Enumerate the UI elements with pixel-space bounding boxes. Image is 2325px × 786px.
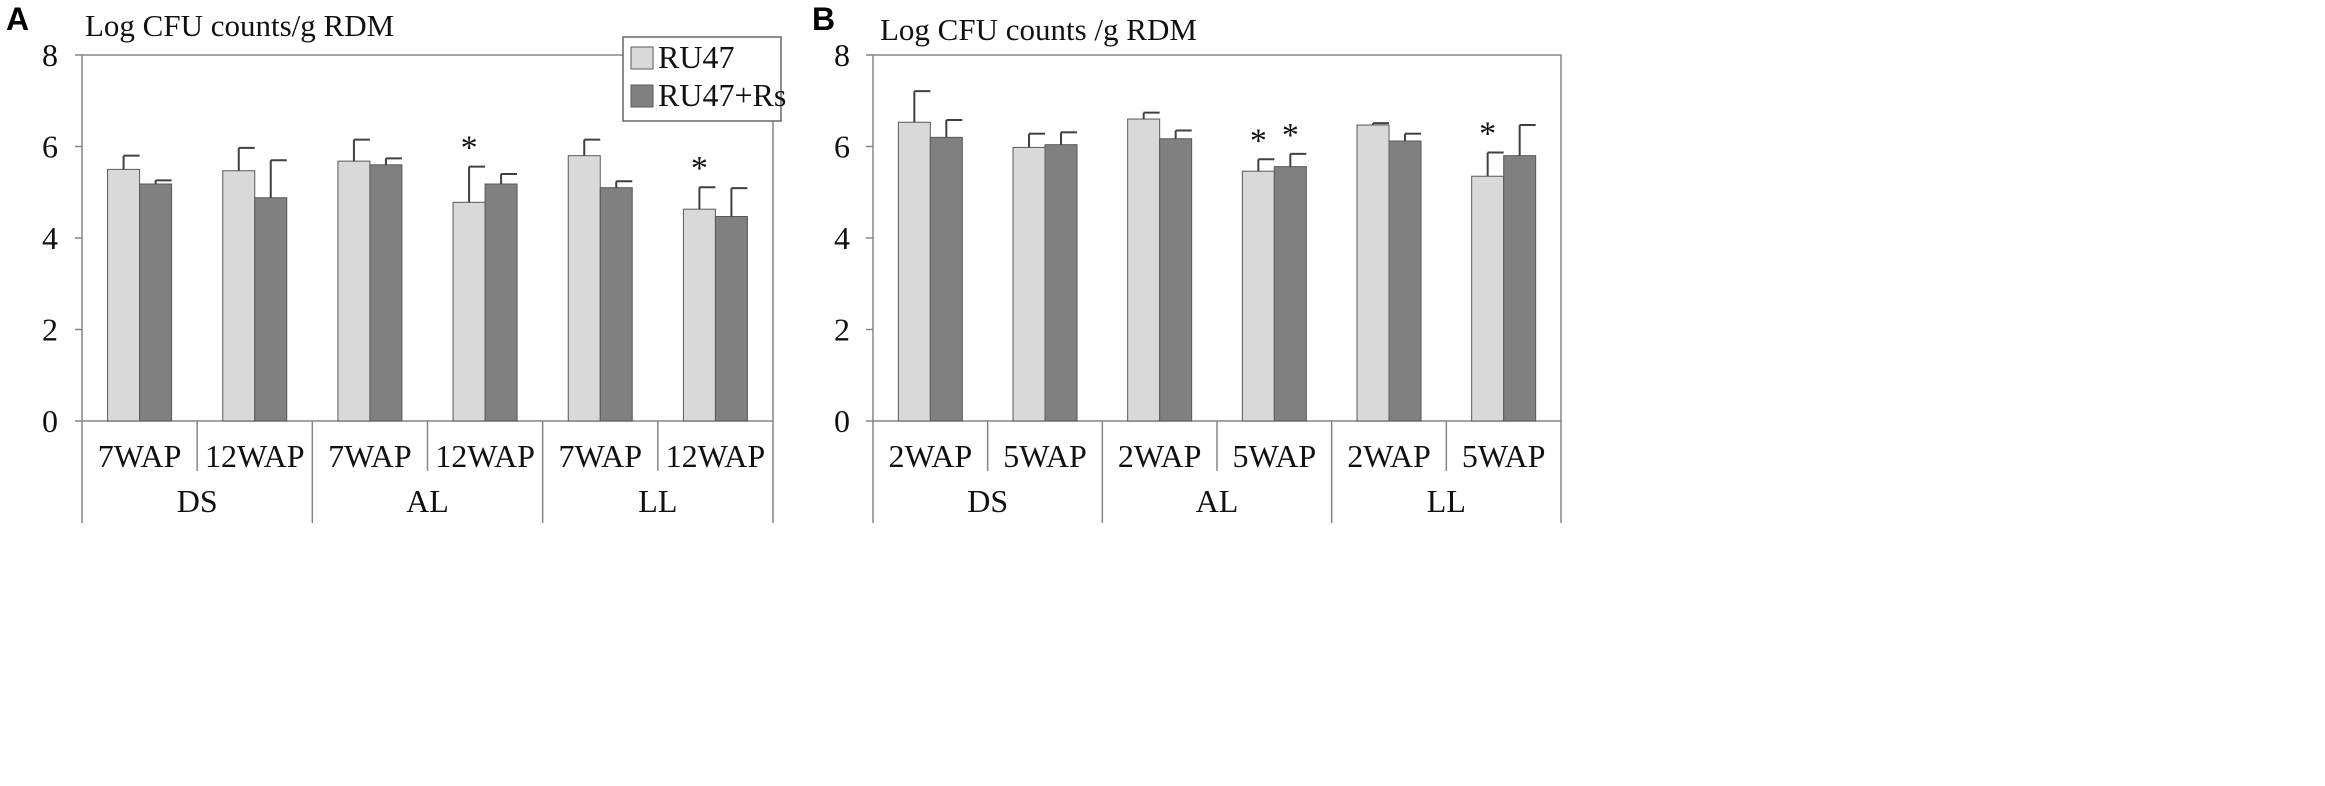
y-tick-label: 8 (834, 37, 850, 73)
group-label: LL (638, 483, 677, 519)
category-label: 12WAP (205, 438, 305, 474)
bar-ru47-rs (1388, 140, 1422, 422)
legend-swatch (630, 84, 654, 108)
category-label: 5WAP (1233, 438, 1317, 474)
bar-ru47-rs (369, 164, 403, 422)
bar-ru47-rs (1503, 155, 1537, 422)
bar-ru47-rs (1159, 138, 1193, 422)
category-label: 5WAP (1003, 438, 1087, 474)
legend-label: RU47+Rs (658, 77, 786, 113)
group-label: LL (1427, 483, 1466, 519)
bar-ru47 (337, 160, 371, 422)
category-label: 12WAP (666, 438, 766, 474)
y-tick-label: 4 (42, 220, 58, 256)
y-tick-label: 0 (42, 403, 58, 439)
category-label: 2WAP (1347, 438, 1431, 474)
category-label: 5WAP (1462, 438, 1546, 474)
bar-ru47 (682, 208, 716, 422)
panel-letter: B (812, 1, 835, 37)
significance-star: * (691, 150, 708, 187)
y-tick-label: 2 (834, 312, 850, 348)
bar-ru47-rs (714, 215, 748, 422)
bar-ru47-rs (599, 187, 633, 422)
category-label: 7WAP (98, 438, 182, 474)
bar-ru47-rs (1044, 144, 1078, 422)
group-label: DS (967, 483, 1008, 519)
category-label: 2WAP (1118, 438, 1202, 474)
bar-ru47-rs (484, 183, 518, 422)
bar-ru47 (567, 155, 601, 422)
legend-swatch (630, 46, 654, 70)
plot-frame (872, 54, 1562, 422)
bar-ru47 (897, 121, 931, 422)
y-tick-label: 2 (42, 312, 58, 348)
significance-star: * (461, 130, 478, 167)
significance-star: * (1479, 115, 1496, 152)
bar-ru47 (1241, 170, 1275, 422)
bar-ru47 (1012, 146, 1046, 422)
group-label: AL (406, 483, 449, 519)
significance-star: * (1282, 117, 1299, 154)
bar-ru47 (1471, 175, 1505, 422)
panel-a: A Log CFU counts/g RDM 0 2 4 6 8 * * 7WAP 12WAP 7WA… (6, 1, 786, 523)
bar-ru47-rs (1273, 166, 1307, 422)
y-tick-label: 6 (42, 129, 58, 165)
y-axis-title: Log CFU counts/g RDM (85, 8, 394, 43)
category-label: 7WAP (558, 438, 642, 474)
group-label: DS (177, 483, 218, 519)
legend-label: RU47 (658, 39, 734, 75)
category-label: 2WAP (889, 438, 973, 474)
panel-letter: A (6, 1, 29, 37)
y-tick-label: 6 (834, 129, 850, 165)
y-axis-title: Log CFU counts /g RDM (880, 12, 1197, 47)
y-tick-label: 4 (834, 220, 850, 256)
significance-star: * (1250, 122, 1267, 159)
panel-b: B Log CFU counts /g RDM 0 2 4 6 8 * * * 2WAP 5WAP 2W… (812, 1, 1562, 523)
category-label: 7WAP (328, 438, 412, 474)
bar-ru47 (107, 168, 141, 422)
group-label: AL (1196, 483, 1239, 519)
bar-ru47 (1127, 118, 1161, 422)
bar-ru47-rs (254, 197, 288, 422)
category-label: 12WAP (435, 438, 535, 474)
bar-ru47-rs (929, 136, 963, 422)
bar-ru47 (222, 170, 256, 422)
bar-ru47-rs (139, 183, 173, 422)
y-tick-label: 8 (42, 37, 58, 73)
bar-ru47 (452, 201, 486, 422)
y-tick-label: 0 (834, 403, 850, 439)
bar-ru47 (1356, 124, 1390, 422)
